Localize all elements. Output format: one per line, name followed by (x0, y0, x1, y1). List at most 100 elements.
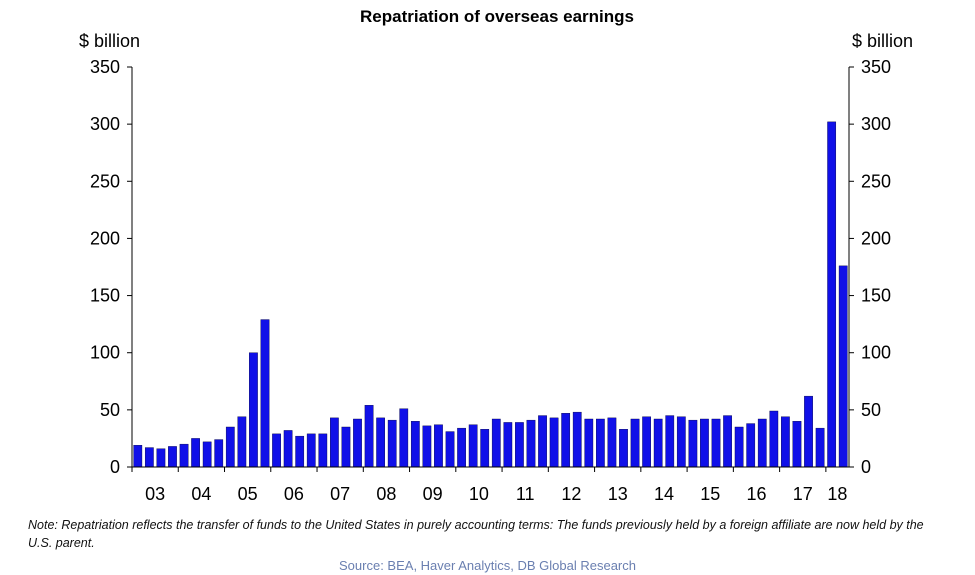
x-tick-label: 11 (516, 484, 535, 504)
bar-2017Q3 (804, 395, 813, 468)
bar-2015Q3 (711, 418, 721, 468)
left-y-tick-label: 350 (90, 57, 120, 77)
bar-2007Q4 (353, 418, 362, 468)
bar-2015Q4 (723, 415, 732, 468)
bar-2012Q1 (549, 417, 559, 468)
x-axis: 03 04 05 06 07 08 09 10 11 12 13 14 15 16 17 18 (131, 466, 849, 504)
right-y-tick-label: 0 (861, 457, 871, 477)
bar-2016Q4 (769, 410, 779, 468)
bar-2018Q2 (838, 265, 848, 468)
right-y-tick-label: 250 (861, 171, 891, 191)
bar-2015Q1 (688, 419, 698, 468)
bar-2009Q2 (422, 425, 432, 468)
bar-2010Q3 (480, 429, 490, 468)
bar-2008Q4 (399, 408, 409, 468)
left-y-tick-label: 250 (90, 171, 120, 191)
left-y-tick-label: 50 (100, 400, 120, 420)
x-tick-label: 16 (746, 484, 766, 504)
x-tick-label: 06 (284, 484, 304, 504)
bar-2003Q1 (133, 445, 143, 468)
bar-2006Q2 (283, 430, 293, 468)
bar-2014Q4 (676, 416, 686, 468)
x-tick-label: 13 (608, 484, 628, 504)
chart-title: Repatriation of overseas earnings (360, 7, 634, 26)
bar-2003Q4 (168, 446, 177, 468)
bar-2007Q1 (318, 433, 328, 468)
bar-2006Q4 (306, 433, 316, 468)
bar-2010Q2 (468, 424, 478, 468)
bar-2004Q4 (214, 439, 224, 468)
left-y-tick-label: 0 (110, 457, 120, 477)
bar-2012Q3 (572, 411, 582, 468)
bar-2012Q4 (584, 418, 594, 468)
x-tick-label: 10 (469, 484, 489, 504)
x-tick-label: 05 (238, 484, 258, 504)
right-axis-unit-label: $ billion (852, 31, 913, 51)
bar-2017Q2 (792, 421, 802, 468)
bar-2005Q2 (237, 416, 247, 468)
bar-2008Q2 (376, 417, 386, 468)
bar-2016Q2 (746, 423, 756, 468)
right-y-tick-label: 200 (861, 228, 891, 248)
x-tick-label: 15 (700, 484, 720, 504)
bar-2004Q2 (191, 438, 200, 468)
bar-2009Q1 (410, 421, 420, 468)
bar-2018Q1 (827, 121, 837, 468)
bar-2006Q3 (295, 435, 305, 468)
chart-note: Note: Repatriation reflects the transfer… (28, 518, 924, 550)
bar-2014Q3 (665, 415, 675, 468)
bar-2017Q4 (815, 427, 825, 468)
bar-2013Q1 (596, 418, 605, 468)
left-axis-unit-label: $ billion (79, 31, 140, 51)
bar-2005Q4 (260, 319, 270, 468)
x-tick-label: 18 (827, 484, 847, 504)
x-tick-label: 08 (376, 484, 396, 504)
bar-2016Q1 (734, 426, 744, 468)
bar-2011Q2 (515, 422, 524, 468)
bar-2008Q3 (387, 419, 397, 468)
bar-2013Q2 (607, 417, 617, 468)
bar-2004Q1 (179, 443, 189, 468)
bar-2011Q1 (503, 422, 513, 468)
bar-2017Q1 (781, 416, 790, 468)
right-y-tick-label: 300 (861, 114, 891, 134)
bar-2008Q1 (364, 405, 374, 468)
bar-2010Q4 (491, 418, 501, 468)
bar-2013Q3 (619, 429, 628, 468)
right-y-tick-label: 150 (861, 286, 891, 306)
bar-2003Q3 (156, 448, 166, 468)
x-tick-label: 14 (654, 484, 674, 504)
bar-2014Q1 (642, 416, 651, 468)
right-y-axis: 0 50 100 150 200 250 300 350 (848, 57, 891, 477)
left-y-axis: 0 50 100 150 200 250 300 350 (90, 57, 133, 477)
x-tick-label: 17 (793, 484, 813, 504)
bar-2004Q3 (202, 441, 212, 468)
left-y-tick-label: 150 (90, 286, 120, 306)
x-tick-label: 03 (145, 484, 165, 504)
bar-2014Q2 (653, 418, 663, 468)
bar-2005Q1 (225, 426, 235, 468)
x-tick-label: 04 (191, 484, 211, 504)
bar-2003Q2 (144, 447, 154, 468)
bar-chart: Repatriation of overseas earnings $ bill… (79, 7, 913, 504)
chart-source: Source: BEA, Haver Analytics, DB Global … (339, 558, 636, 573)
bar-2010Q1 (457, 427, 466, 468)
right-y-tick-label: 100 (861, 343, 891, 363)
bar-2015Q2 (700, 418, 709, 468)
left-y-tick-label: 300 (90, 114, 120, 134)
bar-2007Q3 (341, 426, 351, 468)
bar-2005Q3 (249, 352, 258, 468)
bar-2016Q3 (757, 418, 767, 468)
bars-group (133, 121, 848, 468)
right-y-tick-label: 50 (861, 400, 881, 420)
x-tick-label: 09 (423, 484, 443, 504)
right-y-tick-label: 350 (861, 57, 891, 77)
bar-2011Q3 (526, 419, 536, 468)
x-tick-label: 07 (330, 484, 350, 504)
left-y-tick-label: 200 (90, 228, 120, 248)
bar-2009Q4 (445, 431, 455, 468)
bar-2011Q4 (538, 415, 547, 468)
bar-2006Q1 (272, 433, 281, 468)
bar-2007Q2 (330, 417, 339, 468)
bar-2012Q2 (561, 413, 571, 468)
